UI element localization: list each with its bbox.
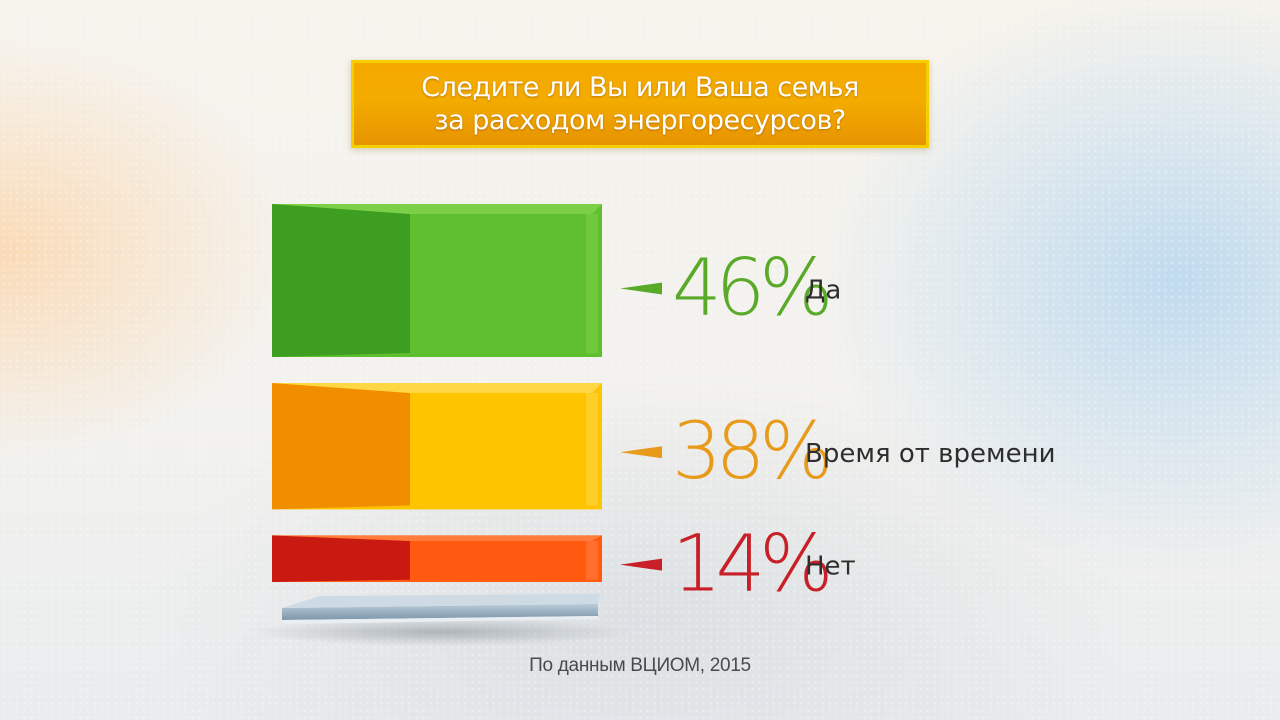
bar-sometimes: 38%Время от времени [272, 383, 1056, 510]
bar-sometimes-side [272, 383, 410, 510]
bar-no-side [272, 535, 410, 582]
bar-no: 14%Нет [272, 520, 856, 610]
bar-yes-top [272, 204, 602, 214]
bar-no-value-label: 14% [672, 520, 828, 610]
bar-sometimes-category-label: Время от времени [805, 439, 1056, 469]
bar-yes-rim [586, 214, 598, 353]
bar-no-pointer [620, 558, 662, 571]
bar-yes-pointer [620, 282, 662, 295]
bar-no-category-label: Нет [805, 552, 856, 582]
chart-title-box: Следите ли Вы или Ваша семья за расходом… [351, 60, 929, 148]
bar-no-rim [586, 540, 598, 580]
bar-no-top [272, 535, 602, 541]
chart-title-line-2: за расходом энергоресурсов? [434, 105, 846, 136]
chart-title: Следите ли Вы или Ваша семья за расходом… [354, 71, 926, 137]
bar-sometimes-value-label: 38% [672, 407, 828, 497]
bar-sometimes-pointer [620, 446, 662, 459]
data-source-note: По данным ВЦИОМ, 2015 [529, 655, 751, 676]
chart-base-plate [250, 594, 630, 646]
bar-yes-category-label: Да [805, 276, 841, 306]
bar-yes: 46%Да [272, 204, 841, 357]
bar-yes-value-label: 46% [672, 244, 828, 334]
bar-sometimes-rim [586, 393, 598, 506]
bar-sometimes-top [272, 383, 602, 393]
bar-yes-side [272, 204, 410, 357]
chart-title-line-1: Следите ли Вы или Ваша семья [421, 72, 859, 103]
